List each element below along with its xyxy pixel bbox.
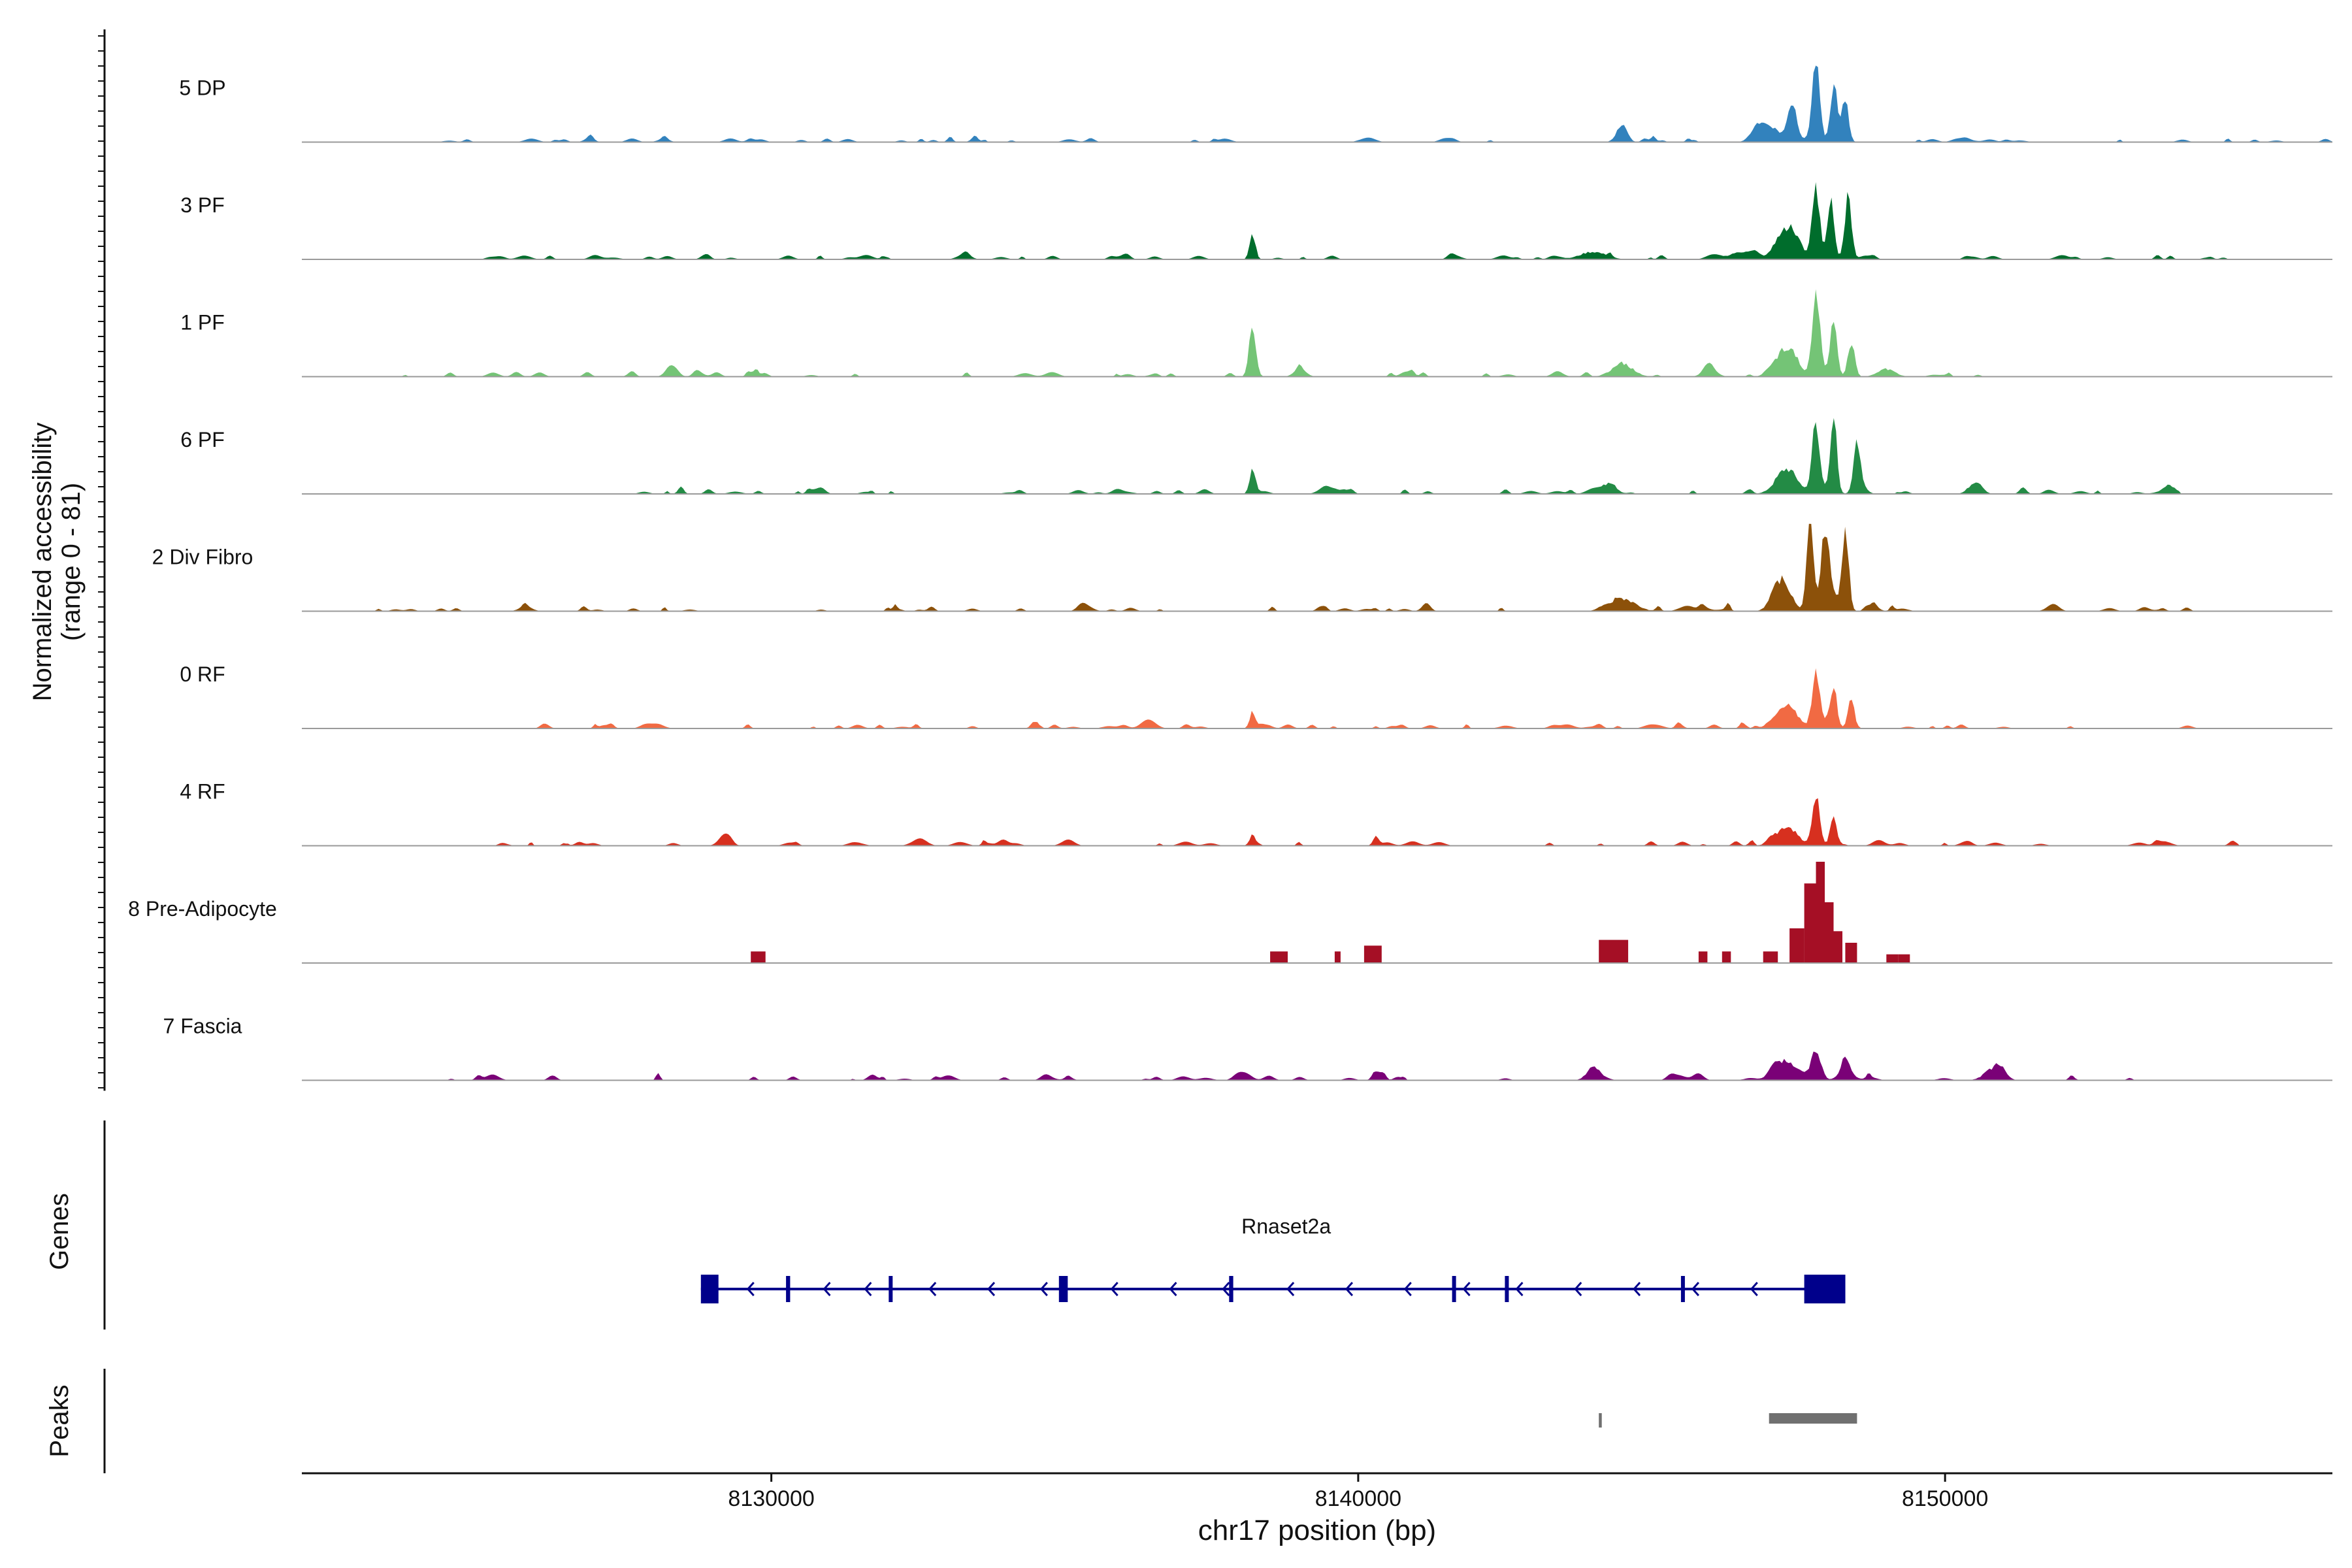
gene-exon bbox=[1680, 1276, 1685, 1302]
coverage-area bbox=[302, 289, 2332, 377]
strand-arrow bbox=[1462, 1281, 1471, 1297]
track-6-pf: 6 PF bbox=[180, 417, 2332, 495]
gene-exon bbox=[1229, 1276, 1233, 1302]
x-axis: 8130000 8140000 8150000 bbox=[302, 1472, 2332, 1511]
track-label: 2 Div Fibro bbox=[152, 546, 253, 569]
track-label: 8 Pre-Adipocyte bbox=[128, 897, 277, 921]
strand-arrow bbox=[987, 1281, 996, 1297]
track-label: 5 DP bbox=[179, 76, 225, 100]
strand-arrow bbox=[746, 1281, 755, 1297]
coverage-bar bbox=[1833, 931, 1842, 963]
coverage-bar bbox=[1898, 954, 1910, 963]
track-label: 0 RF bbox=[180, 662, 225, 686]
strand-arrow bbox=[928, 1281, 937, 1297]
coverage-bar bbox=[1886, 954, 1899, 963]
strand-arrow bbox=[1222, 1281, 1230, 1297]
tracks-group: 5 DP 3 PF 1 PF 6 PF 2 Div Fibro 0 RF 4 RF 8 Pre… bbox=[128, 65, 2332, 1081]
strand-arrow bbox=[1169, 1281, 1177, 1297]
track-8-pre-adipocyte: 8 Pre-Adipocyte bbox=[128, 862, 2332, 964]
strand-arrow bbox=[1633, 1281, 1641, 1297]
x-axis-title: chr17 position (bp) bbox=[1198, 1514, 1436, 1546]
track-3-pf: 3 PF bbox=[180, 182, 2332, 260]
peak-region bbox=[1599, 1413, 1602, 1428]
x-tick-label: 8140000 bbox=[1315, 1486, 1401, 1511]
track-0-rf: 0 RF bbox=[180, 662, 2332, 729]
strand-arrow bbox=[1345, 1281, 1354, 1297]
coverage-bar bbox=[1763, 951, 1778, 963]
strand-arrow bbox=[1750, 1281, 1758, 1297]
coverage-area bbox=[302, 65, 2332, 142]
coverage-bar bbox=[1804, 883, 1816, 963]
strand-arrow bbox=[1691, 1281, 1700, 1297]
peak-region bbox=[1769, 1413, 1857, 1424]
y-axis-title: Normalized accessibility bbox=[28, 423, 57, 702]
strand-arrow bbox=[1286, 1281, 1295, 1297]
genes-panel: Rnaset2a bbox=[103, 1120, 1846, 1330]
coverage-area bbox=[302, 1051, 2332, 1081]
coverage-bar bbox=[751, 951, 766, 963]
coverage-area bbox=[302, 798, 2332, 846]
peaks-panel bbox=[103, 1369, 1857, 1473]
genes-panel-label: Genes bbox=[45, 1193, 74, 1270]
track-2-div-fibro: 2 Div Fibro bbox=[152, 523, 2332, 612]
track-label: 7 Fascia bbox=[163, 1015, 242, 1038]
coverage-bar bbox=[1270, 951, 1288, 963]
y-axis bbox=[98, 29, 106, 1091]
track-1-pf: 1 PF bbox=[180, 289, 2332, 378]
peaks-panel-label: Peaks bbox=[45, 1384, 74, 1457]
x-tick-label: 8150000 bbox=[1902, 1486, 1988, 1511]
coverage-bar bbox=[1698, 951, 1708, 963]
coverage-bar bbox=[1816, 862, 1825, 963]
y-axis-subtitle: (range 0 - 81) bbox=[57, 483, 86, 641]
strand-arrow bbox=[1403, 1281, 1412, 1297]
gene-name-label: Rnaset2a bbox=[1241, 1215, 1331, 1238]
gene-exon bbox=[1505, 1276, 1509, 1302]
strand-arrow bbox=[823, 1281, 831, 1297]
coverage-bar bbox=[1334, 951, 1341, 963]
coverage-bar bbox=[1599, 939, 1629, 963]
coverage-bar bbox=[1845, 943, 1857, 963]
gene-exon bbox=[1452, 1276, 1456, 1302]
gene-exon bbox=[700, 1275, 719, 1303]
strand-arrow bbox=[1515, 1281, 1524, 1297]
coverage-bar bbox=[1789, 928, 1805, 963]
coverage-area bbox=[302, 182, 2332, 259]
coverage-area bbox=[302, 417, 2332, 494]
coverage-area bbox=[302, 668, 2332, 728]
track-4-rf: 4 RF bbox=[180, 780, 2332, 847]
track-7-fascia: 7 Fascia bbox=[163, 1015, 2332, 1081]
x-tick-label: 8130000 bbox=[728, 1486, 814, 1511]
gene-exon bbox=[1058, 1276, 1068, 1302]
gene-exon bbox=[889, 1276, 893, 1302]
coverage-bar bbox=[1722, 951, 1731, 963]
gene-exon bbox=[1804, 1275, 1846, 1303]
coverage-bar bbox=[1364, 945, 1382, 963]
track-label: 6 PF bbox=[180, 428, 225, 451]
track-5-dp: 5 DP bbox=[179, 65, 2332, 143]
strand-arrow bbox=[864, 1281, 872, 1297]
track-label: 3 PF bbox=[180, 193, 225, 217]
track-label: 1 PF bbox=[180, 311, 225, 335]
coverage-area bbox=[302, 523, 2332, 612]
track-label: 4 RF bbox=[180, 780, 225, 804]
coverage-bar bbox=[1825, 902, 1834, 963]
strand-arrow bbox=[1110, 1281, 1119, 1297]
strand-arrow bbox=[1039, 1281, 1048, 1297]
strand-arrow bbox=[1574, 1281, 1582, 1297]
gene-exon bbox=[786, 1276, 791, 1302]
